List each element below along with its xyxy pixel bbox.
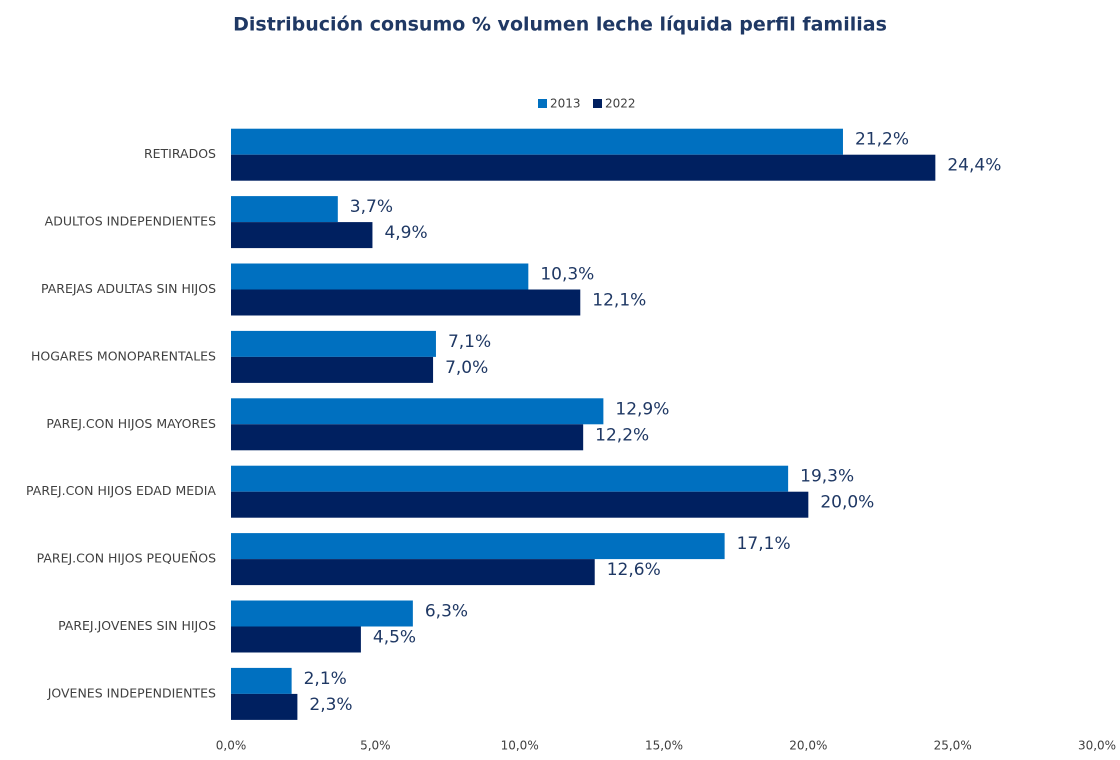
value-label: 10,3% bbox=[540, 265, 594, 285]
legend-label: 2013 bbox=[550, 97, 581, 111]
value-label: 21,2% bbox=[855, 130, 909, 150]
bar bbox=[231, 693, 298, 720]
bar bbox=[231, 263, 529, 290]
value-label: 4,5% bbox=[373, 628, 416, 648]
y-tick-label: PAREJ.CON HIJOS PEQUEÑOS bbox=[37, 551, 216, 566]
bar bbox=[231, 222, 373, 249]
bar bbox=[231, 491, 809, 518]
value-label: 12,9% bbox=[615, 399, 669, 419]
y-tick-label: ADULTOS INDEPENDIENTES bbox=[45, 214, 216, 229]
value-label: 24,4% bbox=[947, 156, 1001, 176]
x-tick-label: 20,0% bbox=[789, 739, 827, 753]
bar bbox=[231, 600, 413, 627]
x-tick-label: 10,0% bbox=[501, 739, 539, 753]
x-tick-label: 15,0% bbox=[645, 739, 683, 753]
bar bbox=[231, 330, 436, 357]
x-tick-label: 5,0% bbox=[360, 739, 391, 753]
bar bbox=[231, 154, 936, 181]
legend-swatch bbox=[538, 99, 547, 108]
bar bbox=[231, 559, 595, 586]
value-label: 6,3% bbox=[425, 602, 468, 622]
value-label: 2,3% bbox=[309, 695, 352, 715]
x-tick-label: 30,0% bbox=[1078, 739, 1116, 753]
bar bbox=[231, 356, 434, 383]
y-tick-label: RETIRADOS bbox=[144, 146, 216, 161]
bar bbox=[231, 424, 584, 451]
y-tick-label: PAREJ.JOVENES SIN HIJOS bbox=[58, 618, 216, 633]
legend-swatch bbox=[593, 99, 602, 108]
bar bbox=[231, 626, 361, 653]
legend-label: 2022 bbox=[605, 97, 636, 111]
value-label: 2,1% bbox=[304, 669, 347, 689]
chart-title: Distribución consumo % volumen leche líq… bbox=[233, 14, 887, 36]
y-tick-label: PAREJ.CON HIJOS MAYORES bbox=[46, 416, 216, 431]
value-label: 12,1% bbox=[592, 291, 646, 311]
value-label: 19,3% bbox=[800, 467, 854, 487]
y-tick-label: PAREJ.CON HIJOS EDAD MEDIA bbox=[26, 483, 216, 498]
bar bbox=[231, 128, 843, 155]
value-label: 12,2% bbox=[595, 425, 649, 445]
value-label: 7,1% bbox=[448, 332, 491, 352]
y-tick-label: PAREJAS ADULTAS SIN HIJOS bbox=[41, 281, 216, 296]
y-tick-label: JOVENES INDEPENDIENTES bbox=[47, 685, 216, 700]
bar bbox=[231, 533, 725, 560]
bar bbox=[231, 667, 292, 694]
value-label: 3,7% bbox=[350, 197, 393, 217]
value-label: 17,1% bbox=[737, 534, 791, 554]
x-tick-label: 25,0% bbox=[934, 739, 972, 753]
value-label: 20,0% bbox=[820, 493, 874, 513]
bar bbox=[231, 196, 338, 223]
value-label: 12,6% bbox=[607, 560, 661, 580]
value-label: 7,0% bbox=[445, 358, 488, 378]
value-label: 4,9% bbox=[384, 223, 427, 243]
y-tick-label: HOGARES MONOPARENTALES bbox=[31, 348, 216, 363]
bar bbox=[231, 289, 581, 316]
x-tick-label: 0,0% bbox=[216, 739, 247, 753]
bar bbox=[231, 465, 789, 492]
bar bbox=[231, 398, 604, 425]
